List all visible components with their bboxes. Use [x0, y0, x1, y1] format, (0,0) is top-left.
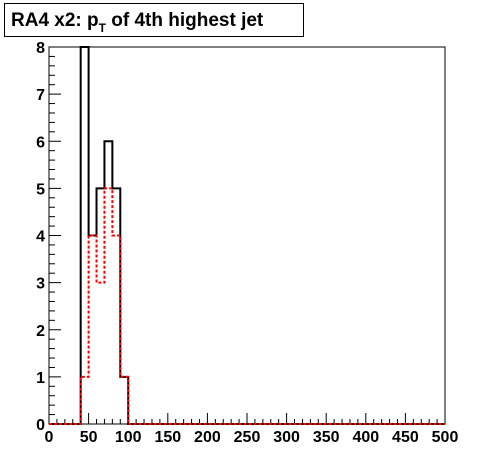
x-tick-label: 0 — [45, 429, 54, 446]
histogram-series-2 — [49, 187, 445, 425]
y-tick-label: 6 — [36, 134, 45, 151]
x-tick-label: 350 — [313, 429, 340, 446]
x-tick-label: 400 — [352, 429, 379, 446]
histogram-series-1 — [49, 46, 445, 425]
y-tick-label: 2 — [36, 323, 45, 340]
y-tick-label: 1 — [36, 370, 45, 387]
x-tick-label: 450 — [392, 429, 419, 446]
x-tick-label: 200 — [194, 429, 221, 446]
y-tick-label: 0 — [36, 417, 45, 434]
y-tick-label: 4 — [36, 229, 45, 246]
y-tick-label: 8 — [36, 40, 45, 57]
y-tick-label: 3 — [36, 276, 45, 293]
x-tick-label: 150 — [154, 429, 181, 446]
series-group — [49, 46, 445, 425]
title-suffix: of 4th highest jet — [105, 10, 264, 31]
x-tick-label: 100 — [115, 429, 142, 446]
axes: 0 50 100 150 200 250 300 350 400 450 500 0 1 2 3 4 5 6 7 8 — [36, 40, 458, 446]
y-tick-label: 7 — [36, 87, 45, 104]
plot-frame — [48, 46, 446, 425]
x-tick-label: 50 — [80, 429, 98, 446]
y-tick-label: 5 — [36, 181, 45, 198]
x-tick-label: 250 — [234, 429, 261, 446]
x-tick-label: 300 — [273, 429, 300, 446]
x-tick-label: 500 — [432, 429, 459, 446]
title-subscript: T — [98, 21, 106, 35]
chart-title: RA4 x2: pT of 4th highest jet — [4, 3, 304, 37]
title-prefix: RA4 x2: p — [11, 10, 99, 31]
